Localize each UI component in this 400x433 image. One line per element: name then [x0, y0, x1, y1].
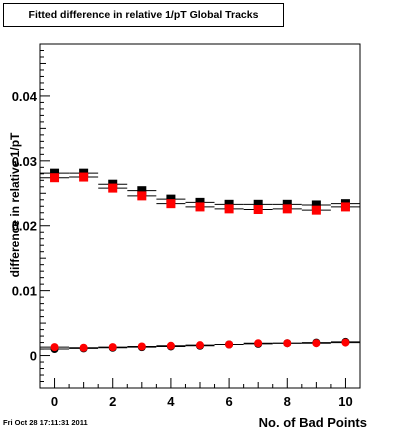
- data-point: [137, 342, 146, 351]
- plot-frame: [39, 43, 361, 389]
- data-point: [224, 199, 234, 209]
- data-point: [79, 343, 88, 352]
- x-axis-ticks: 0 2 4 6 8 10: [51, 378, 353, 409]
- timestamp-footer: Fri Oct 28 17:11:31 2011: [3, 418, 88, 427]
- y-tick-label: 0.03: [12, 154, 37, 169]
- chart-title: Fitted difference in relative 1/pT Globa…: [28, 9, 259, 21]
- data-point: [166, 341, 175, 350]
- data-point: [108, 343, 117, 352]
- data-point: [225, 340, 234, 349]
- data-point: [224, 204, 234, 214]
- y-tick-label: 0.01: [12, 284, 37, 299]
- data-point: [340, 202, 350, 212]
- data-point: [50, 343, 59, 352]
- data-point: [254, 339, 263, 348]
- data-point: [166, 199, 176, 209]
- data-point: [196, 341, 204, 350]
- x-tick-label: 8: [284, 394, 291, 409]
- data-point: [79, 172, 89, 182]
- data-point: [311, 205, 321, 215]
- series-1: [40, 172, 360, 215]
- chart-title-box: Fitted difference in relative 1/pT Globa…: [3, 3, 284, 27]
- data-point: [253, 199, 263, 209]
- data-point: [195, 197, 205, 207]
- data-point: [282, 204, 292, 214]
- data-point: [137, 186, 147, 196]
- series-layer: [40, 168, 360, 354]
- x-tick-label: 4: [167, 394, 175, 409]
- data-point: [282, 199, 292, 209]
- data-point: [50, 168, 60, 178]
- data-point: [108, 183, 118, 193]
- data-point: [253, 205, 263, 215]
- y-tick-label: 0.02: [12, 219, 37, 234]
- y-tick-label: 0: [30, 349, 37, 364]
- x-axis-label: No. of Bad Points: [259, 415, 367, 430]
- x-tick-label: 6: [225, 394, 232, 409]
- data-point: [50, 173, 60, 183]
- x-tick-label: 2: [109, 394, 116, 409]
- data-point: [312, 339, 321, 348]
- data-point: [137, 191, 147, 201]
- series-3: [40, 338, 360, 352]
- data-point: [341, 338, 350, 347]
- data-point: [283, 339, 292, 348]
- x-tick-label: 10: [338, 394, 352, 409]
- x-tick-label: 0: [51, 394, 58, 409]
- data-point: [195, 202, 205, 212]
- y-axis-label: difference in relative 1/pT: [8, 132, 22, 277]
- data-point: [166, 194, 176, 204]
- y-tick-label: 0.04: [12, 89, 38, 104]
- y-axis-ticks: 0 0.01 0.02 0.03 0.04: [12, 49, 50, 383]
- data-point: [311, 200, 321, 210]
